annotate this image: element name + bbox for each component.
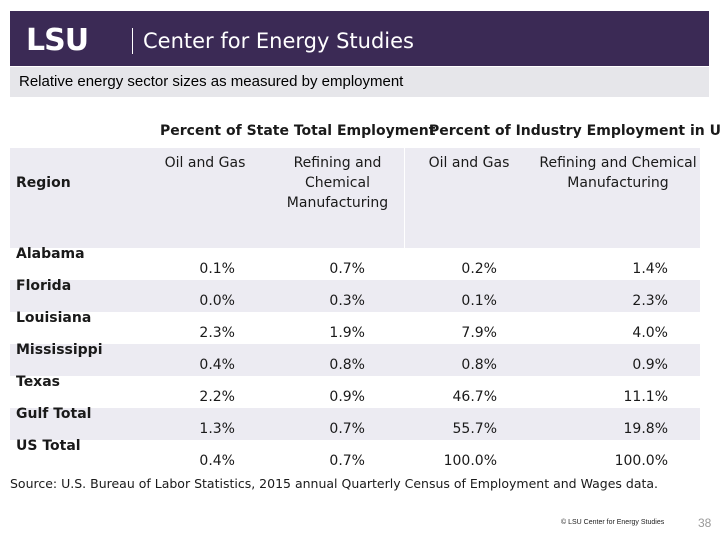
- org-name: Center for Energy Studies: [143, 29, 415, 53]
- table-row: Louisiana 2.3% 1.9% 7.9% 4.0%: [10, 310, 700, 344]
- table-cell: 11.1%: [623, 389, 668, 405]
- table-cell: 4.0%: [632, 325, 668, 341]
- table-cell: 2.3%: [199, 325, 235, 341]
- region-name: Mississippi: [16, 342, 103, 358]
- column-header-line: Oil and Gas: [428, 155, 510, 171]
- group-header-state: Percent of State Total Employment: [160, 123, 436, 139]
- table-row: Gulf Total 1.3% 0.7% 55.7% 19.8%: [10, 406, 700, 440]
- page-number: 38: [698, 516, 712, 530]
- table-cell: 0.1%: [199, 261, 235, 277]
- column-header-band: [10, 148, 700, 248]
- table-cell: 2.3%: [632, 293, 668, 309]
- table-cell: 0.2%: [461, 261, 497, 277]
- table-cell: 1.9%: [329, 325, 365, 341]
- table-row: Florida 0.0% 0.3% 0.1% 2.3%: [10, 278, 700, 312]
- table-cell: 0.1%: [461, 293, 497, 309]
- column-header-line: Refining and: [293, 155, 382, 171]
- table-cell: 0.0%: [199, 293, 235, 309]
- column-header-state-oil-gas: Oil and Gas: [150, 153, 260, 173]
- logo-divider: [132, 28, 133, 54]
- table-cell: 100.0%: [614, 453, 668, 469]
- region-name: Texas: [16, 374, 60, 390]
- group-header-us: Percent of Industry Employment in US: [429, 123, 720, 139]
- column-header-line: Manufacturing: [286, 195, 389, 211]
- header-bar: LSU Center for Energy Studies: [10, 11, 709, 66]
- table-cell: 7.9%: [461, 325, 497, 341]
- table-row: Mississippi 0.4% 0.8% 0.8% 0.9%: [10, 342, 700, 376]
- table-cell: 1.3%: [199, 421, 235, 437]
- region-name: Alabama: [16, 246, 85, 262]
- table-cell: 0.9%: [329, 389, 365, 405]
- table-cell: 0.9%: [632, 357, 668, 373]
- table-cell: 0.7%: [329, 421, 365, 437]
- table-row: Texas 2.2% 0.9% 46.7% 11.1%: [10, 374, 700, 408]
- column-header-line: Manufacturing: [567, 175, 669, 191]
- table-cell: 46.7%: [452, 389, 497, 405]
- table-cell: 0.4%: [199, 453, 235, 469]
- copyright-footer: © LSU Center for Energy Studies: [561, 519, 665, 526]
- region-name: Florida: [16, 278, 72, 294]
- table-cell: 0.8%: [461, 357, 497, 373]
- table-cell: 1.4%: [632, 261, 668, 277]
- table-cell: 0.4%: [199, 357, 235, 373]
- region-name: Gulf Total: [16, 406, 92, 422]
- table-cell: 100.0%: [443, 453, 497, 469]
- table-cell: 0.3%: [329, 293, 365, 309]
- source-note: Source: U.S. Bureau of Labor Statistics,…: [10, 476, 659, 491]
- slide-subtitle: Relative energy sector sizes as measured…: [19, 73, 404, 90]
- group-header-band: [10, 117, 700, 148]
- table-row: Alabama 0.1% 0.7% 0.2% 1.4%: [10, 246, 700, 280]
- table-row: US Total 0.4% 0.7% 100.0% 100.0%: [10, 438, 700, 472]
- column-header-line: Oil and Gas: [164, 155, 246, 171]
- column-divider: [404, 148, 405, 248]
- table-cell: 55.7%: [452, 421, 497, 437]
- table-cell: 0.8%: [329, 357, 365, 373]
- column-header-line: Chemical: [305, 175, 370, 191]
- table-cell: 2.2%: [199, 389, 235, 405]
- employment-table: Percent of State Total Employment Percen…: [10, 117, 720, 472]
- region-header: Region: [16, 175, 71, 191]
- table-cell: 0.7%: [329, 453, 365, 469]
- lsu-logo: LSU: [26, 23, 89, 58]
- column-header-us-oil-gas: Oil and Gas: [410, 153, 528, 173]
- table-cell: 19.8%: [623, 421, 668, 437]
- column-header-us-refining: Refining and Chemical Manufacturing: [538, 153, 698, 193]
- region-name: US Total: [16, 438, 81, 454]
- region-name: Louisiana: [16, 310, 92, 326]
- column-header-line: Refining and Chemical: [539, 155, 697, 171]
- table-cell: 0.7%: [329, 261, 365, 277]
- subtitle-bar: Relative energy sector sizes as measured…: [10, 67, 709, 97]
- column-header-state-refining: Refining and Chemical Manufacturing: [280, 153, 395, 213]
